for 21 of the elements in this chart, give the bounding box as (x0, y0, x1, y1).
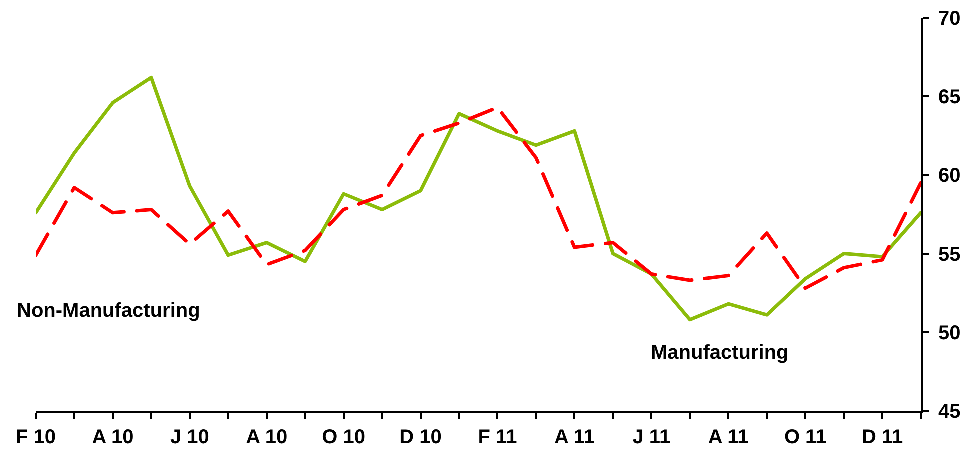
x-tick-label: A 11 (554, 426, 595, 448)
x-tick-label: O 11 (784, 426, 827, 448)
x-tick-label: A 10 (92, 426, 134, 448)
text: Non-Manufacturing (17, 300, 200, 322)
line-series (36, 106, 921, 290)
x-tick-label: O 10 (322, 426, 366, 448)
x-tick-label: J 10 (170, 426, 210, 448)
x-tick-label: A 10 (246, 426, 288, 448)
y-tick-label: 70 (938, 8, 961, 30)
y-tick-label: 60 (938, 165, 961, 188)
y-tick-label: 65 (938, 86, 961, 109)
y-tick-label: 55 (938, 244, 961, 266)
x-tick-label: J 11 (632, 426, 671, 448)
x-tick-label: D 10 (400, 426, 442, 448)
x-tick-label: D 11 (862, 426, 904, 448)
series-label: Manufacturing (651, 342, 789, 364)
y-tick-label: 50 (938, 322, 961, 344)
x-tick-label: A 11 (708, 426, 749, 448)
y-tick-label: 45 (938, 401, 961, 423)
x-tick-label: F 11 (478, 426, 518, 448)
x-tick-label: F 10 (16, 426, 56, 448)
